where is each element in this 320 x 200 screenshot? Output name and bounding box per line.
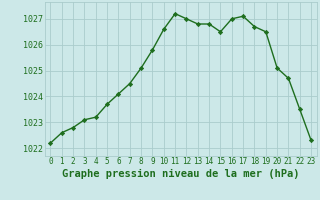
- X-axis label: Graphe pression niveau de la mer (hPa): Graphe pression niveau de la mer (hPa): [62, 169, 300, 179]
